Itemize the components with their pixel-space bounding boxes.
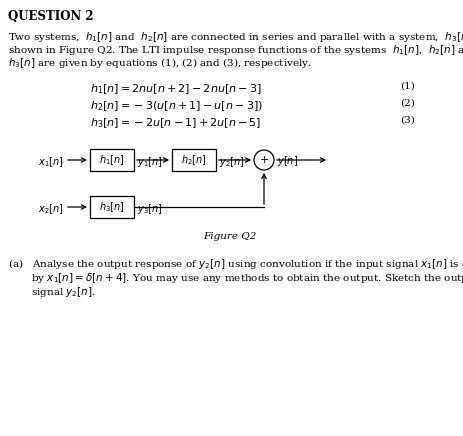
- Text: (3): (3): [399, 116, 414, 125]
- Text: $h_2[n] = -3(u[n + 1] - u[n - 3])$: $h_2[n] = -3(u[n + 1] - u[n - 3])$: [90, 99, 263, 113]
- Text: (a)   Analyse the output response of $y_2[n]$ using convolution if the input sig: (a) Analyse the output response of $y_2[…: [8, 257, 463, 271]
- Text: signal $y_2[n]$.: signal $y_2[n]$.: [8, 285, 96, 299]
- Text: $h_2[n]$: $h_2[n]$: [181, 153, 206, 167]
- Text: $h_1[n]$: $h_1[n]$: [99, 153, 125, 167]
- Text: Figure Q2: Figure Q2: [203, 232, 256, 241]
- Circle shape: [253, 150, 274, 170]
- Bar: [90, 149, 134, 171]
- Text: (1): (1): [399, 82, 414, 91]
- Text: by $x_1[n] = \delta[n + 4]$. You may use any methods to obtain the output. Sketc: by $x_1[n] = \delta[n + 4]$. You may use…: [8, 271, 463, 285]
- Text: $h_3[n] = -2u[n - 1] + 2u[n - 5]$: $h_3[n] = -2u[n - 1] + 2u[n - 5]$: [90, 116, 261, 130]
- Text: QUESTION 2: QUESTION 2: [8, 10, 94, 23]
- Text: $h_3[n]$: $h_3[n]$: [99, 200, 125, 214]
- Bar: [172, 149, 216, 171]
- Text: $h_3[n]$ are given by equations (1), (2) and (3), respectively.: $h_3[n]$ are given by equations (1), (2)…: [8, 56, 311, 70]
- Text: +: +: [259, 155, 268, 165]
- Text: shown in Figure Q2. The LTI impulse response functions of the systems  $h_1[n]$,: shown in Figure Q2. The LTI impulse resp…: [8, 43, 463, 57]
- Text: $y[n]$: $y[n]$: [276, 154, 297, 168]
- Text: $h_1[n] = 2nu[n + 2] - 2nu[n - 3]$: $h_1[n] = 2nu[n + 2] - 2nu[n - 3]$: [90, 82, 261, 96]
- Text: $y_1[n]$: $y_1[n]$: [137, 155, 163, 169]
- Text: $y_2[n]$: $y_2[n]$: [219, 155, 244, 169]
- Text: Two systems,  $h_1[n]$ and  $h_2[n]$ are connected in series and parallel with a: Two systems, $h_1[n]$ and $h_2[n]$ are c…: [8, 30, 463, 44]
- Text: $x_2[n]$: $x_2[n]$: [38, 202, 63, 216]
- Text: (2): (2): [399, 99, 414, 108]
- Text: $y_3[n]$: $y_3[n]$: [137, 202, 163, 216]
- Bar: [90, 196, 134, 218]
- Text: $x_1[n]$: $x_1[n]$: [38, 155, 63, 169]
